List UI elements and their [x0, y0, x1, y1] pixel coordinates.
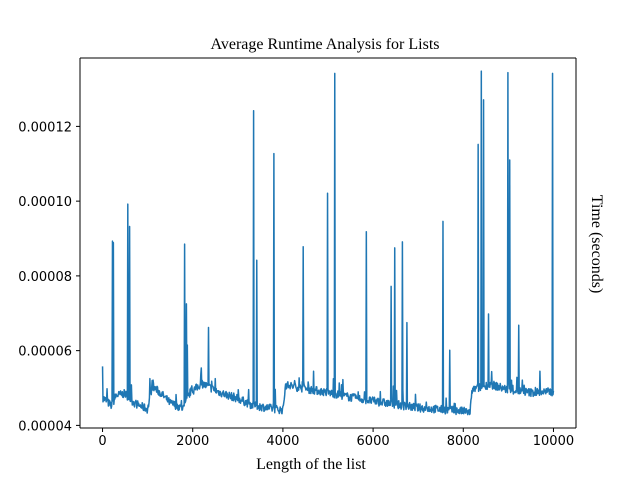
x-tick-label: 10000 [533, 434, 574, 449]
x-axis-label: Length of the list [256, 456, 366, 473]
series-line-group [101, 70, 555, 416]
y-tick-label: 0.00010 [18, 195, 72, 210]
axes-group [79, 57, 577, 429]
tick-group: 0 2000 4000 6000 8000 10000 0.00004 0.00006 0.00… [18, 120, 574, 449]
x-tick-label: 2000 [176, 434, 209, 449]
x-tick-label: 4000 [266, 434, 299, 449]
y-tick-label: 0.00006 [18, 345, 72, 360]
x-tick-label: 6000 [357, 434, 390, 449]
x-tick-label: 0 [98, 434, 106, 449]
y-axis-label: Time (seconds) [588, 195, 605, 294]
y-tick-label: 0.00004 [18, 419, 72, 434]
runtime-series-line [101, 70, 555, 416]
x-tick-label: 8000 [447, 434, 480, 449]
y-tick-label: 0.00012 [18, 120, 72, 135]
y-tick-label: 0.00008 [18, 270, 72, 285]
chart-title: Average Runtime Analysis for Lists [211, 36, 440, 53]
